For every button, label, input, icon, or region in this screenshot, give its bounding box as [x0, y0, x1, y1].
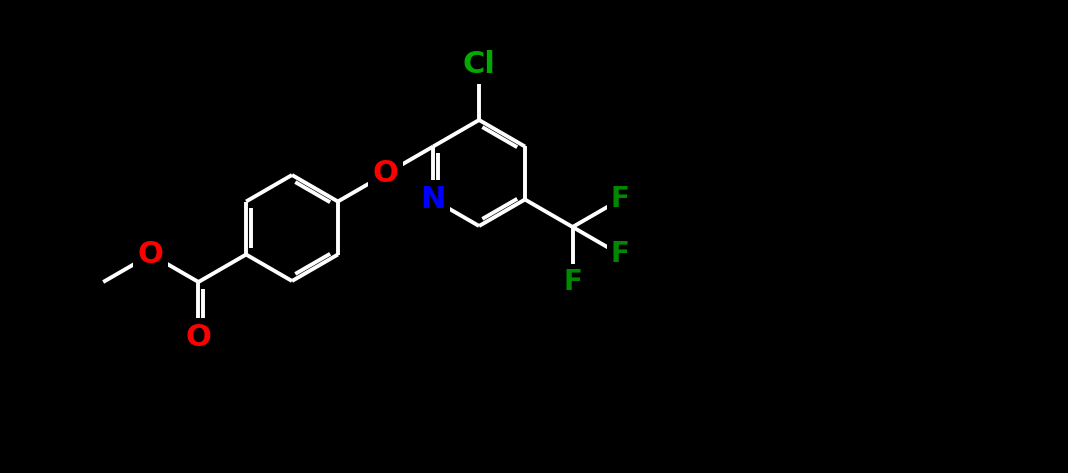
Text: Cl: Cl [462, 51, 496, 79]
Text: O: O [373, 159, 398, 189]
Text: F: F [611, 240, 630, 269]
Text: F: F [611, 185, 630, 213]
Text: O: O [186, 323, 211, 351]
Text: F: F [563, 268, 582, 296]
Text: O: O [138, 240, 163, 269]
Text: N: N [421, 185, 445, 214]
